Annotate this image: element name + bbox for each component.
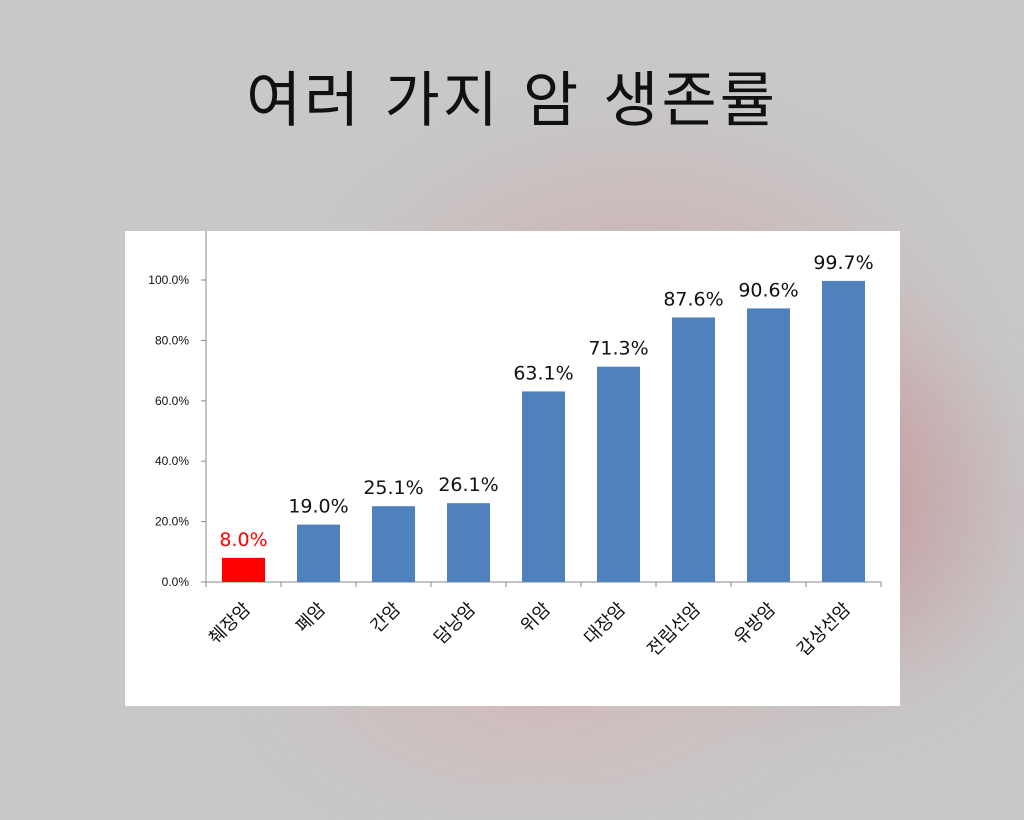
data-label: 71.3% xyxy=(588,338,648,360)
category-label: 갑상선암 xyxy=(793,599,855,661)
y-tick-label: 40.0% xyxy=(155,454,189,468)
category-label: 위암 xyxy=(517,599,555,637)
y-tick-label: 20.0% xyxy=(155,515,189,529)
data-label: 90.6% xyxy=(738,279,798,301)
data-label: 26.1% xyxy=(438,474,498,496)
bar xyxy=(822,280,865,582)
bar xyxy=(447,503,490,582)
bar xyxy=(297,524,340,582)
data-label: 19.0% xyxy=(288,496,348,518)
data-label: 87.6% xyxy=(663,288,723,310)
bar xyxy=(222,557,265,582)
bar xyxy=(672,317,715,582)
category-label: 폐암 xyxy=(292,599,330,637)
bar-chart: 0.0% 20.0% 40.0% 60.0% 80.0% 100.0% 8.0% 췌장암 19.… xyxy=(148,231,882,661)
category-label: 간암 xyxy=(367,599,405,637)
category-label: 유방암 xyxy=(730,599,780,649)
category-label: 대장암 xyxy=(580,599,630,649)
category-label: 췌장암 xyxy=(205,599,255,649)
category-label: 전립선암 xyxy=(643,599,705,661)
bar xyxy=(372,506,415,582)
y-tick-label: 60.0% xyxy=(155,394,189,408)
bar xyxy=(747,308,790,582)
chart-panel: 0.0% 20.0% 40.0% 60.0% 80.0% 100.0% 8.0% 췌장암 19.… xyxy=(125,231,900,706)
slide-title: 여러 가지 암 생존률 xyxy=(246,66,778,136)
y-tick-label: 0.0% xyxy=(162,575,190,589)
bar xyxy=(597,366,640,582)
category-label: 담낭암 xyxy=(430,599,480,649)
data-label: 63.1% xyxy=(513,362,573,384)
data-label: 25.1% xyxy=(363,477,423,499)
bar xyxy=(522,391,565,582)
data-label: 99.7% xyxy=(813,252,873,274)
y-tick-label: 100.0% xyxy=(148,273,189,287)
y-tick-label: 80.0% xyxy=(155,333,189,347)
data-label: 8.0% xyxy=(219,529,267,551)
